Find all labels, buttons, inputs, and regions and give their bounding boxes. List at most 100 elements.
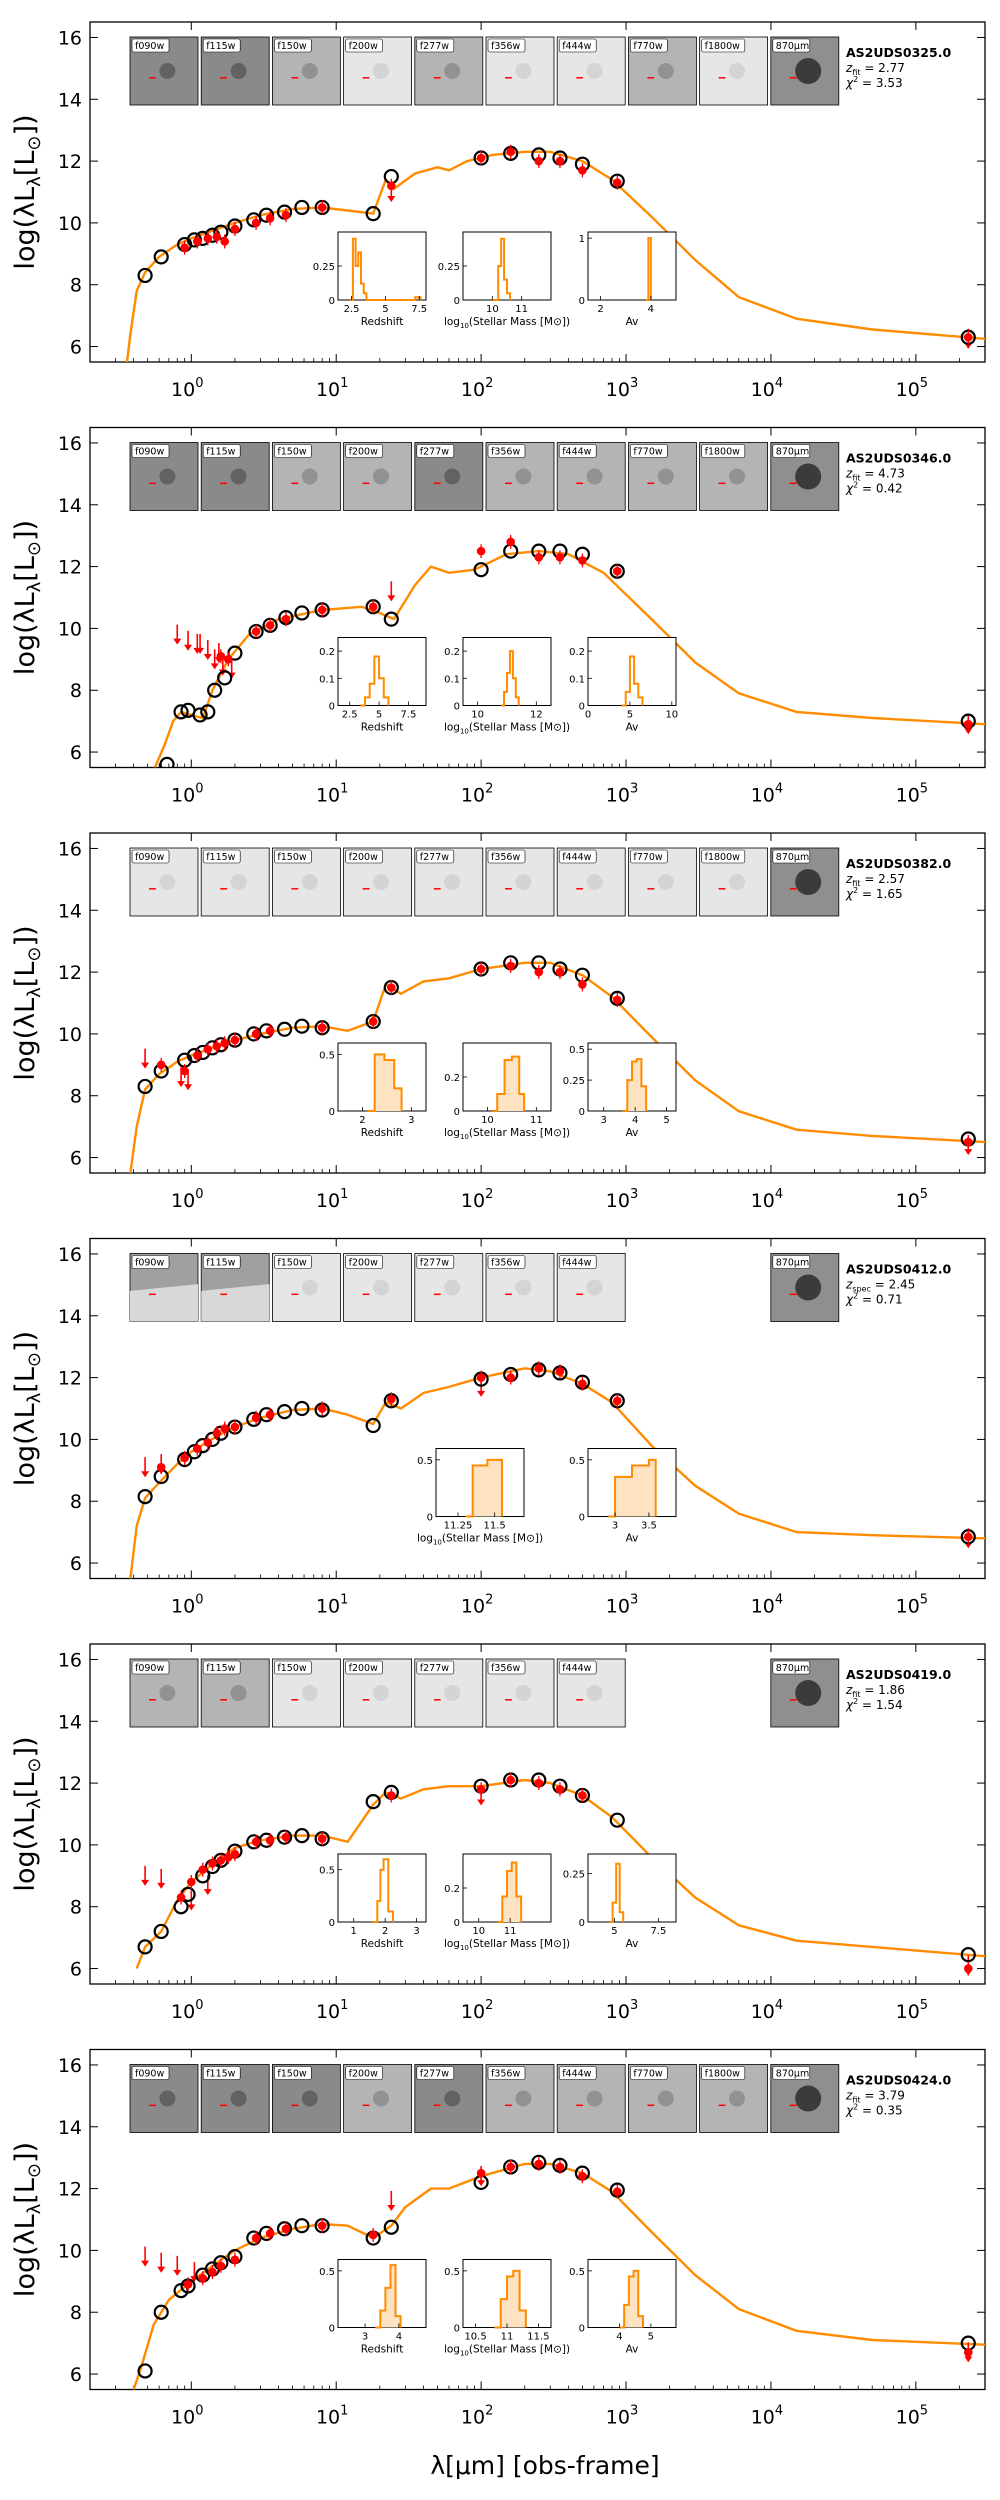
stamp-source (444, 468, 461, 485)
detection-point (506, 1775, 515, 1785)
y-tick-label: 14 (58, 2117, 82, 2139)
redshift-label: zfit = 4.73 (845, 467, 905, 483)
stamp-label-box (487, 38, 526, 53)
detection-point (281, 210, 291, 220)
upper-limit-head (210, 663, 219, 670)
stamp-label-box (487, 1660, 526, 1675)
stamp-source (795, 2085, 822, 2112)
detection-point (317, 2221, 327, 2230)
detection-point (220, 1424, 229, 1433)
y-tick-label: 6 (70, 1148, 82, 1170)
inset-x-tick-label: 3 (362, 2332, 368, 2343)
inset-y-tick-label: 0 (454, 1107, 460, 1118)
detection-point (963, 1964, 973, 1973)
x-tick-label: 102 (461, 1593, 493, 1618)
stamp-label: f277w (420, 1258, 449, 1269)
stamp-source (729, 63, 745, 79)
stamp-label-box (487, 2066, 526, 2080)
y-tick-label: 8 (70, 1897, 82, 1919)
x-tick-label: 104 (751, 782, 783, 807)
upper-limit-head (141, 1471, 150, 1478)
detection-point (230, 1422, 240, 1432)
x-tick-label: 102 (461, 376, 493, 401)
inset-y-tick-label: 0 (329, 1107, 335, 1118)
inset-x-label: Av (626, 1938, 639, 1950)
stamp-source (586, 1279, 603, 1296)
stamp-source (444, 874, 461, 890)
stamp-label-box (274, 1255, 312, 1269)
inset-frame (337, 1853, 427, 1923)
inset-y-tick-label: 1 (579, 234, 585, 245)
inset-frame (587, 637, 677, 706)
inset-x-tick-label: 5 (382, 304, 388, 315)
inset-y-tick-label: 0.2 (444, 647, 460, 658)
stamp-source (515, 63, 532, 79)
stamp-label-box (202, 1255, 241, 1269)
inset-x-tick-label: 7.5 (411, 304, 427, 315)
stamp-source (515, 874, 532, 890)
stamp-label-box (630, 849, 668, 864)
inset-y-tick-label: 0.25 (313, 262, 335, 273)
model-photometry-point (473, 562, 489, 578)
y-tick-label: 6 (70, 1553, 82, 1575)
model-photometry-point (365, 1417, 381, 1434)
detection-point (317, 203, 327, 212)
inset-y-tick-label: 0.1 (319, 674, 335, 685)
plot-area (129, 1361, 985, 1579)
stamp-label-box (131, 444, 170, 458)
x-tick-label: 104 (751, 376, 783, 401)
upper-limit-head (477, 1799, 486, 1806)
detection-point (265, 1835, 275, 1845)
stamp-label-box (630, 444, 668, 458)
inset-y-tick-label: 0 (329, 1918, 335, 1929)
detection-point (230, 1849, 240, 1859)
x-tick-label: 101 (316, 376, 348, 401)
stamp-label: f277w (420, 2069, 449, 2080)
stamp-label: f770w (633, 2069, 662, 2080)
stamp-label-box (701, 849, 746, 864)
source-id: AS2UDS0382.0 (846, 856, 951, 871)
inset-x-label: Redshift (361, 2344, 404, 2356)
stamp-label-box (701, 2066, 746, 2080)
model-photometry-point (173, 704, 189, 720)
inset-x-tick-label: 3.5 (641, 1521, 657, 1532)
y-tick-label: 12 (58, 151, 82, 173)
detection-point (212, 1041, 222, 1051)
detection-point (506, 147, 515, 157)
inset-x-tick-label: 3 (612, 1521, 618, 1532)
inset-x-label: Redshift (361, 1938, 404, 1950)
stamp-source (795, 1274, 822, 1301)
inset-y-tick-label: 0 (454, 702, 460, 713)
redshift-label: zfit = 3.79 (845, 2089, 905, 2105)
detection-point (265, 213, 275, 223)
inset-x-tick-label: 11 (501, 2332, 514, 2343)
stamp-label: f277w (420, 447, 449, 458)
stamp-label: f356w (491, 41, 520, 52)
y-axis-label: log(λLλ[L⊙]) (10, 925, 45, 1080)
x-tick-label: 102 (461, 782, 493, 807)
stamp-mask (130, 1284, 198, 1322)
stamp-source (515, 1685, 532, 1701)
panel-frame (89, 2048, 986, 2391)
posterior-step (375, 2264, 402, 2329)
plot-area (135, 1772, 985, 1976)
image-stamps: f090w f115w f150w f200w f277w f356w f444w f770w… (129, 847, 840, 917)
inset-x-tick-label: 4 (616, 2332, 622, 2343)
inset-x-tick-label: 11 (515, 304, 528, 315)
y-tick-label: 8 (70, 1491, 82, 1513)
detection-point (476, 546, 486, 556)
posterior-fill (608, 1459, 656, 1517)
inset-x-tick-label: 3 (413, 1926, 419, 1937)
upper-limit-head (173, 638, 182, 645)
image-stamps: f090w f115w f150w f200w f277w f356w f444w f770w… (129, 442, 840, 511)
y-tick-label: 8 (70, 2302, 82, 2324)
stamp-label-box (345, 2066, 383, 2080)
detection-point (251, 1837, 261, 1847)
detection-point (578, 1791, 587, 1800)
posterior-fill (492, 1056, 525, 1111)
model-photometry-point (192, 707, 208, 723)
stamp-source (515, 1279, 532, 1296)
detection-point (476, 964, 486, 974)
inset-y-tick-label: 0.1 (444, 674, 460, 685)
detection-point (176, 1893, 186, 1902)
